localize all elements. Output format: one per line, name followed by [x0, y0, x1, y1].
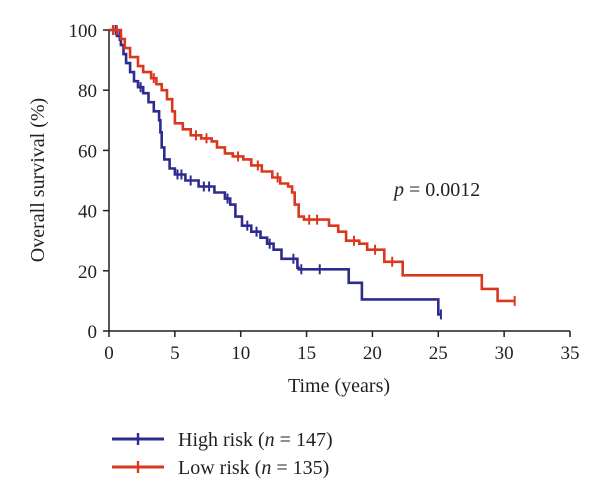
- tick-labels: 0 5 10 15 20 25 30 35 0 20 40 60 80 100: [69, 21, 580, 364]
- x-tick-label: 15: [297, 343, 316, 364]
- x-tick-label: 0: [104, 343, 114, 364]
- legend-label-high-risk: High risk (n = 147): [178, 429, 333, 451]
- legend-item-low-risk: Low risk (n = 135): [112, 457, 329, 479]
- x-tick-label: 20: [363, 343, 382, 364]
- y-tick-label: 40: [78, 202, 97, 223]
- y-tick-label: 20: [78, 262, 97, 283]
- x-tick-label: 35: [561, 343, 580, 364]
- y-axis-title: Overall survival (%): [27, 98, 49, 262]
- p-symbol: p: [392, 179, 404, 201]
- x-tick-label: 5: [170, 343, 180, 364]
- x-tick-label: 10: [231, 343, 250, 364]
- legend-item-high-risk: High risk (n = 147): [112, 429, 333, 451]
- legend: High risk (n = 147) Low risk (n = 135): [112, 429, 333, 479]
- p-value-text: = 0.0012: [404, 179, 480, 201]
- p-value-annotation: p = 0.0012: [392, 179, 480, 201]
- survival-curve-high-risk: [109, 28, 441, 316]
- x-axis-title: Time (years): [288, 375, 390, 397]
- y-tick-label: 0: [88, 322, 98, 343]
- series-lines: [109, 25, 516, 320]
- x-tick-label: 25: [429, 343, 448, 364]
- y-tick-label: 80: [78, 81, 97, 102]
- legend-label-low-risk: Low risk (n = 135): [178, 457, 329, 479]
- x-tick-label: 30: [495, 343, 514, 364]
- survival-curve-low-risk: [109, 28, 515, 303]
- y-tick-label: 60: [78, 141, 97, 162]
- y-tick-label: 100: [69, 21, 98, 42]
- axes: [103, 29, 571, 337]
